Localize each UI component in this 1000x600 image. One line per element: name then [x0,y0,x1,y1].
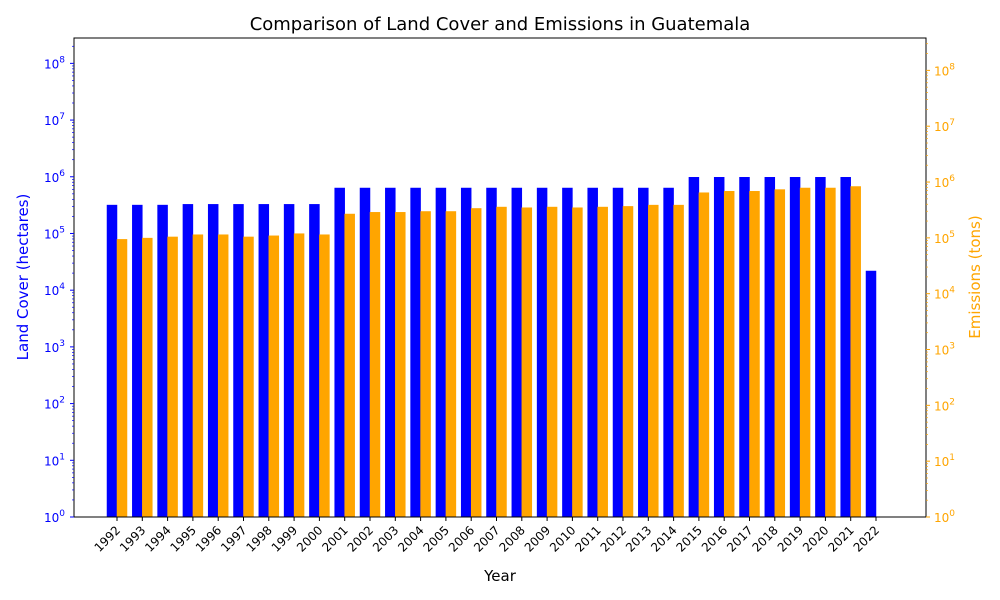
emissions-bar-2019 [799,187,811,518]
land-cover-bar-2021 [840,177,851,517]
y-tick-label-left-3: 103 [44,339,65,355]
emissions-bar-2017 [749,191,760,517]
land-cover-bar-2001 [334,187,345,517]
emissions-bar-2020 [825,187,836,518]
emissions-bar-1999 [293,233,305,517]
land-cover-bar-1992 [106,204,118,517]
emissions-bar-2016 [723,191,735,517]
y-tick-label-right-4: 104 [934,286,955,302]
emissions-bar-1993 [142,237,153,518]
land-cover-bar-2017 [739,177,750,517]
y-tick-label-right-6: 106 [934,174,955,190]
land-cover-bar-2020 [815,177,826,517]
land-cover-bar-2006 [460,187,472,517]
y-tick-label-left-8: 108 [44,55,65,71]
y-tick-label-right-3: 103 [934,342,955,358]
y-axis-label-right: Emissions (tons) [966,215,984,338]
land-cover-bar-2002 [359,187,371,517]
land-cover-bar-2008 [511,187,523,517]
y-tick-label-left-6: 106 [44,169,65,185]
y-axis-right: 100 101 102 103 104 105 106 107 108 [926,43,955,525]
y-tick-label-left-4: 104 [44,282,65,298]
chart-title: Comparison of Land Cover and Emissions i… [250,14,751,35]
y-tick-label-right-5: 105 [934,230,955,246]
emissions-bar-2014 [673,204,684,518]
land-cover-bar-1994 [157,204,168,517]
land-cover-bar-1999 [283,204,295,517]
emissions-bar-2013 [648,204,659,518]
emissions-bar-1996 [217,234,229,517]
emissions-bar-2006 [470,208,482,517]
y-tick-label-right-7: 107 [934,118,955,134]
y-tick-label-right-8: 108 [934,62,955,78]
emissions-bar-2002 [369,212,381,518]
land-cover-bar-2009 [536,187,548,517]
emissions-bar-2021 [850,186,861,517]
land-cover-bar-2018 [764,177,776,517]
y-tick-label-left-2: 102 [44,396,65,412]
emissions-bar-2003 [395,212,406,518]
bars-layer [106,177,877,518]
land-cover-bar-1995 [182,204,194,517]
plot-frame [73,37,927,518]
emissions-bar-1992 [116,239,128,517]
y-tick-label-right-1: 101 [934,453,955,469]
land-cover-bar-2015 [688,177,700,517]
land-cover-bar-2022 [865,270,877,517]
x-axis-label: Year [483,567,517,585]
land-cover-bar-2004 [410,187,421,517]
emissions-bar-2005 [445,211,457,517]
y-tick-label-left-7: 107 [44,112,65,128]
emissions-bar-2009 [546,206,558,518]
land-cover-bar-2010 [562,187,573,517]
emissions-bar-2012 [622,206,634,517]
land-cover-bar-2014 [663,187,674,517]
y-tick-label-right-0: 100 [934,509,955,525]
emissions-bar-2015 [698,192,710,517]
emissions-bar-2011 [597,206,608,518]
y-tick-label-left-5: 105 [44,225,65,241]
land-cover-bar-2012 [612,187,624,517]
emissions-bar-2001 [344,213,355,517]
emissions-bar-1997 [243,236,254,518]
y-tick-label-left-0: 100 [44,509,65,525]
emissions-bar-2008 [521,207,533,518]
y-tick-label-right-2: 102 [934,397,955,413]
land-cover-bar-1997 [233,204,244,517]
land-cover-bar-2016 [713,177,725,517]
land-cover-bar-2000 [309,204,320,517]
emissions-bar-2000 [319,234,330,517]
land-cover-bar-2013 [638,187,649,517]
emissions-bar-1994 [167,236,178,518]
y-axis-label-left: Land Cover (hectares) [14,194,32,361]
emissions-bar-2018 [774,189,786,517]
land-cover-bar-1993 [132,204,143,517]
land-cover-bar-2007 [486,187,497,517]
land-cover-bar-2011 [587,187,598,517]
emissions-bar-1995 [192,234,204,517]
emissions-bar-2004 [420,211,431,517]
y-tick-label-left-1: 101 [44,452,65,468]
y-axis-left: 100 101 102 103 104 105 106 107 108 [44,45,74,525]
emissions-bar-1998 [268,235,280,518]
land-cover-bar-2003 [385,187,396,517]
land-cover-bar-1996 [207,204,219,517]
emissions-bar-2010 [572,207,583,518]
land-cover-bar-2019 [789,177,801,517]
emissions-bar-2007 [496,206,507,518]
land-cover-bar-1998 [258,204,270,517]
land-cover-bar-2005 [435,187,447,517]
